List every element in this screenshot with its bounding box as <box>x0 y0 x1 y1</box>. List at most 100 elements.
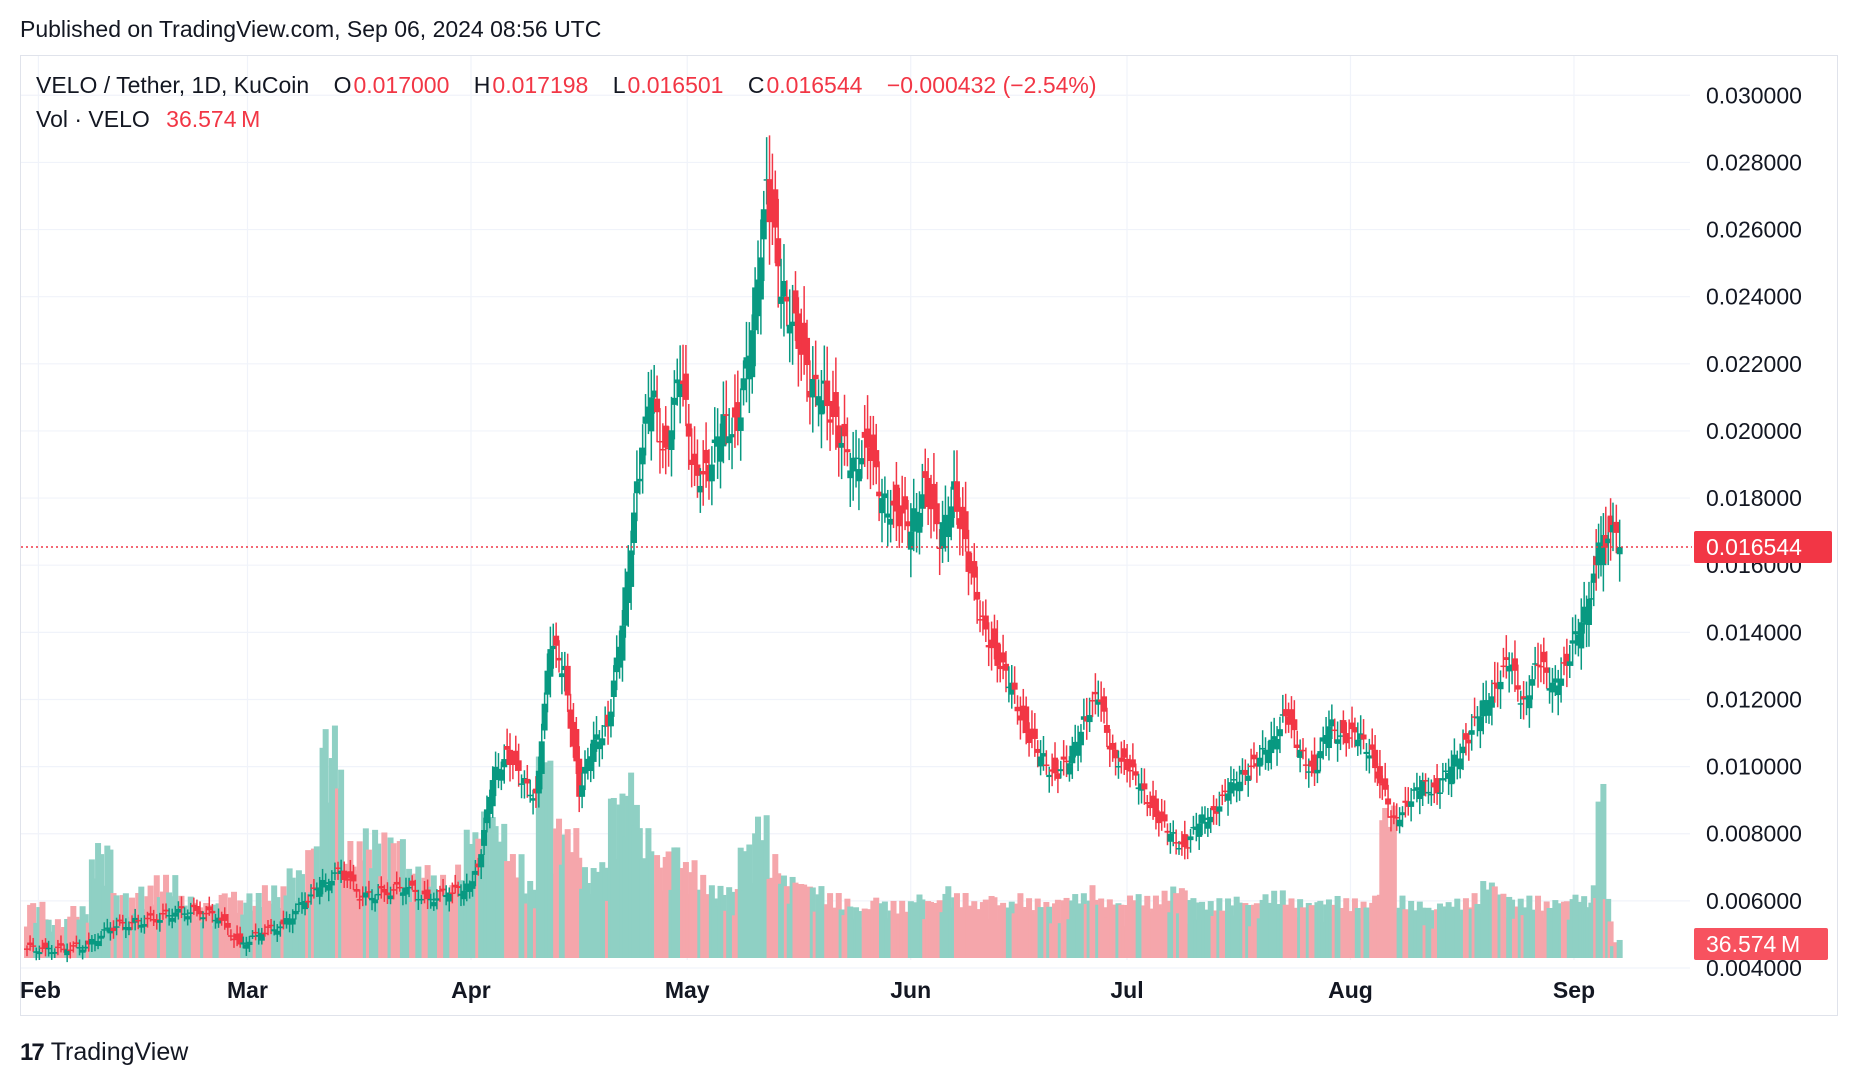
candle-body <box>1282 709 1289 717</box>
candle-body <box>1086 715 1093 723</box>
candle-body <box>1387 816 1394 818</box>
candle-body <box>1268 739 1275 754</box>
candle-body <box>835 425 842 448</box>
candle-body <box>1115 765 1122 768</box>
candle-body <box>1569 640 1576 644</box>
candle-body <box>1497 681 1504 690</box>
candle-body <box>159 912 166 915</box>
volume-bar <box>331 725 338 958</box>
candle-body <box>1161 814 1168 822</box>
close-value: 0.016544 <box>766 72 863 98</box>
candle-body <box>1340 720 1347 734</box>
candle-body <box>147 913 154 916</box>
candle-body <box>1216 806 1223 812</box>
candle-body <box>478 854 485 868</box>
candle-body <box>424 889 431 900</box>
candle-body <box>1363 751 1370 754</box>
candle-body <box>1201 817 1208 820</box>
candle-body <box>406 886 413 889</box>
volume-bar <box>24 926 30 958</box>
volume-bar <box>215 903 222 958</box>
candle-body <box>1457 758 1464 770</box>
candle-body <box>1121 748 1128 758</box>
candle-body <box>1529 679 1536 686</box>
volume-bar <box>98 854 105 958</box>
volume-bar <box>322 729 329 958</box>
candle-body <box>283 918 290 925</box>
price-tick-label: 0.028000 <box>1706 149 1802 175</box>
candle-body <box>677 380 684 398</box>
volume-bar <box>39 901 46 958</box>
candle-body <box>1413 787 1420 791</box>
candle-body <box>1043 764 1050 767</box>
candle-body <box>399 892 406 896</box>
volume-bar <box>231 891 238 958</box>
candle-body <box>593 734 600 740</box>
candle-body <box>1014 706 1021 712</box>
open-value: 0.017000 <box>353 72 450 98</box>
candle-body <box>1439 778 1446 781</box>
candle-body <box>1063 760 1070 763</box>
candle-body <box>654 398 661 413</box>
volume-bar <box>384 879 391 958</box>
volume-bar <box>240 914 247 958</box>
candle-body <box>1147 804 1154 809</box>
price-tick-label: 0.022000 <box>1706 351 1802 377</box>
chart-frame[interactable] <box>20 55 1838 1016</box>
symbol-label: VELO / Tether, 1D, KuCoin <box>36 72 310 98</box>
candle-body <box>396 886 403 889</box>
candle-body <box>402 887 409 895</box>
candle-body <box>264 926 271 928</box>
candle-body <box>1540 651 1547 663</box>
candle-body <box>409 880 416 886</box>
volume-bar <box>344 863 351 958</box>
candle-body <box>1210 806 1217 811</box>
candle-body <box>1112 749 1119 759</box>
candle-body <box>1101 696 1108 712</box>
candle-body <box>88 938 95 945</box>
volume-bar <box>132 913 139 958</box>
candle-body <box>319 879 326 888</box>
candle-body <box>1486 703 1493 716</box>
candle-body <box>953 481 960 512</box>
candle-body <box>362 892 369 898</box>
candle-body <box>662 425 669 448</box>
tradingview-logo[interactable]: 17 TradingView <box>20 1038 188 1067</box>
candle-body <box>418 898 425 901</box>
volume-bar <box>353 870 360 958</box>
candle-body <box>1040 753 1047 757</box>
candle-body <box>1578 622 1585 649</box>
volume-bar <box>295 870 302 958</box>
candle-body <box>867 447 874 462</box>
candle-body <box>122 927 129 930</box>
volume-bar <box>61 927 68 958</box>
volume-bar <box>255 893 262 958</box>
candle-body <box>1369 744 1376 750</box>
volume-bar <box>446 895 453 958</box>
candle-body <box>79 949 86 953</box>
candle-body <box>1242 769 1249 775</box>
candle-body <box>700 471 707 475</box>
volume-bar <box>27 904 34 958</box>
candle-body <box>193 905 200 911</box>
candle-body <box>1442 770 1449 773</box>
candle-body <box>544 670 551 695</box>
candle-body <box>809 378 816 398</box>
candle-body <box>581 766 588 774</box>
candle-body <box>1236 781 1243 792</box>
candle-body <box>778 296 785 304</box>
volume-bar <box>51 925 58 958</box>
volume-bar <box>91 878 98 958</box>
candle-body <box>184 916 191 920</box>
volume-bar <box>359 860 366 958</box>
candle-body <box>587 756 594 772</box>
candle-body <box>864 428 871 448</box>
candle-body <box>268 924 275 927</box>
candle-body <box>610 680 617 698</box>
candle-body <box>166 915 173 917</box>
candle-body <box>116 919 123 922</box>
candle-body <box>206 906 213 911</box>
candle-body <box>625 571 632 603</box>
candle-body <box>977 619 984 621</box>
